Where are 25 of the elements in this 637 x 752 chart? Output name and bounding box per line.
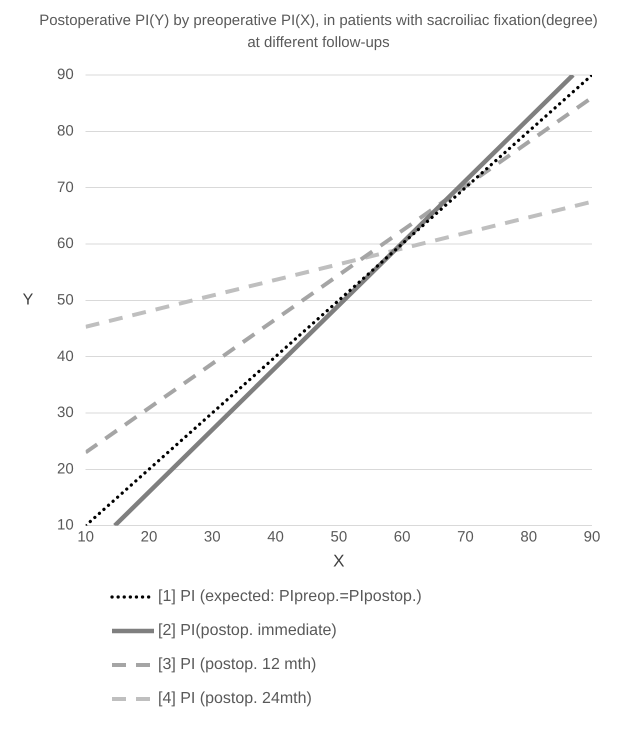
- legend-label: [3] PI (postop. 12 mth): [158, 656, 316, 674]
- x-axis-title: X: [333, 551, 345, 570]
- x-tick-label: 80: [520, 528, 538, 546]
- chart-title: Postoperative PI(Y) by preoperative PI(X), in patients with sacroiliac fixation(degree) at different follow-ups: [38, 11, 598, 53]
- x-tick-label: 20: [140, 528, 158, 546]
- x-tick-label: 40: [267, 528, 284, 546]
- y-tick-label: 60: [56, 235, 74, 252]
- y-tick-label: 70: [56, 178, 74, 196]
- y-axis-title: Y: [22, 292, 34, 309]
- y-tick-label: 90: [56, 66, 74, 84]
- x-tick-label: 70: [457, 528, 474, 546]
- y-tick-label: 50: [56, 291, 74, 308]
- y-tick-label: 40: [56, 348, 74, 365]
- y-tick-label: 10: [56, 516, 74, 534]
- x-tick-label: 30: [204, 528, 221, 546]
- y-tick-label: 20: [56, 460, 74, 478]
- x-tick-label: 90: [584, 528, 600, 546]
- x-tick-label: 60: [394, 528, 410, 546]
- x-tick-label: 50: [330, 528, 348, 546]
- y-tick-label: 30: [56, 404, 74, 422]
- legend-label: [1] PI (expected: PIpreop.=PIpostop.): [158, 588, 422, 606]
- y-tick-label: 80: [56, 122, 74, 140]
- legend-label: [4] PI (postop. 24mth): [158, 690, 312, 708]
- legend-label: [2] PI(postop. immediate): [158, 622, 337, 640]
- x-tick-label: 10: [77, 528, 94, 546]
